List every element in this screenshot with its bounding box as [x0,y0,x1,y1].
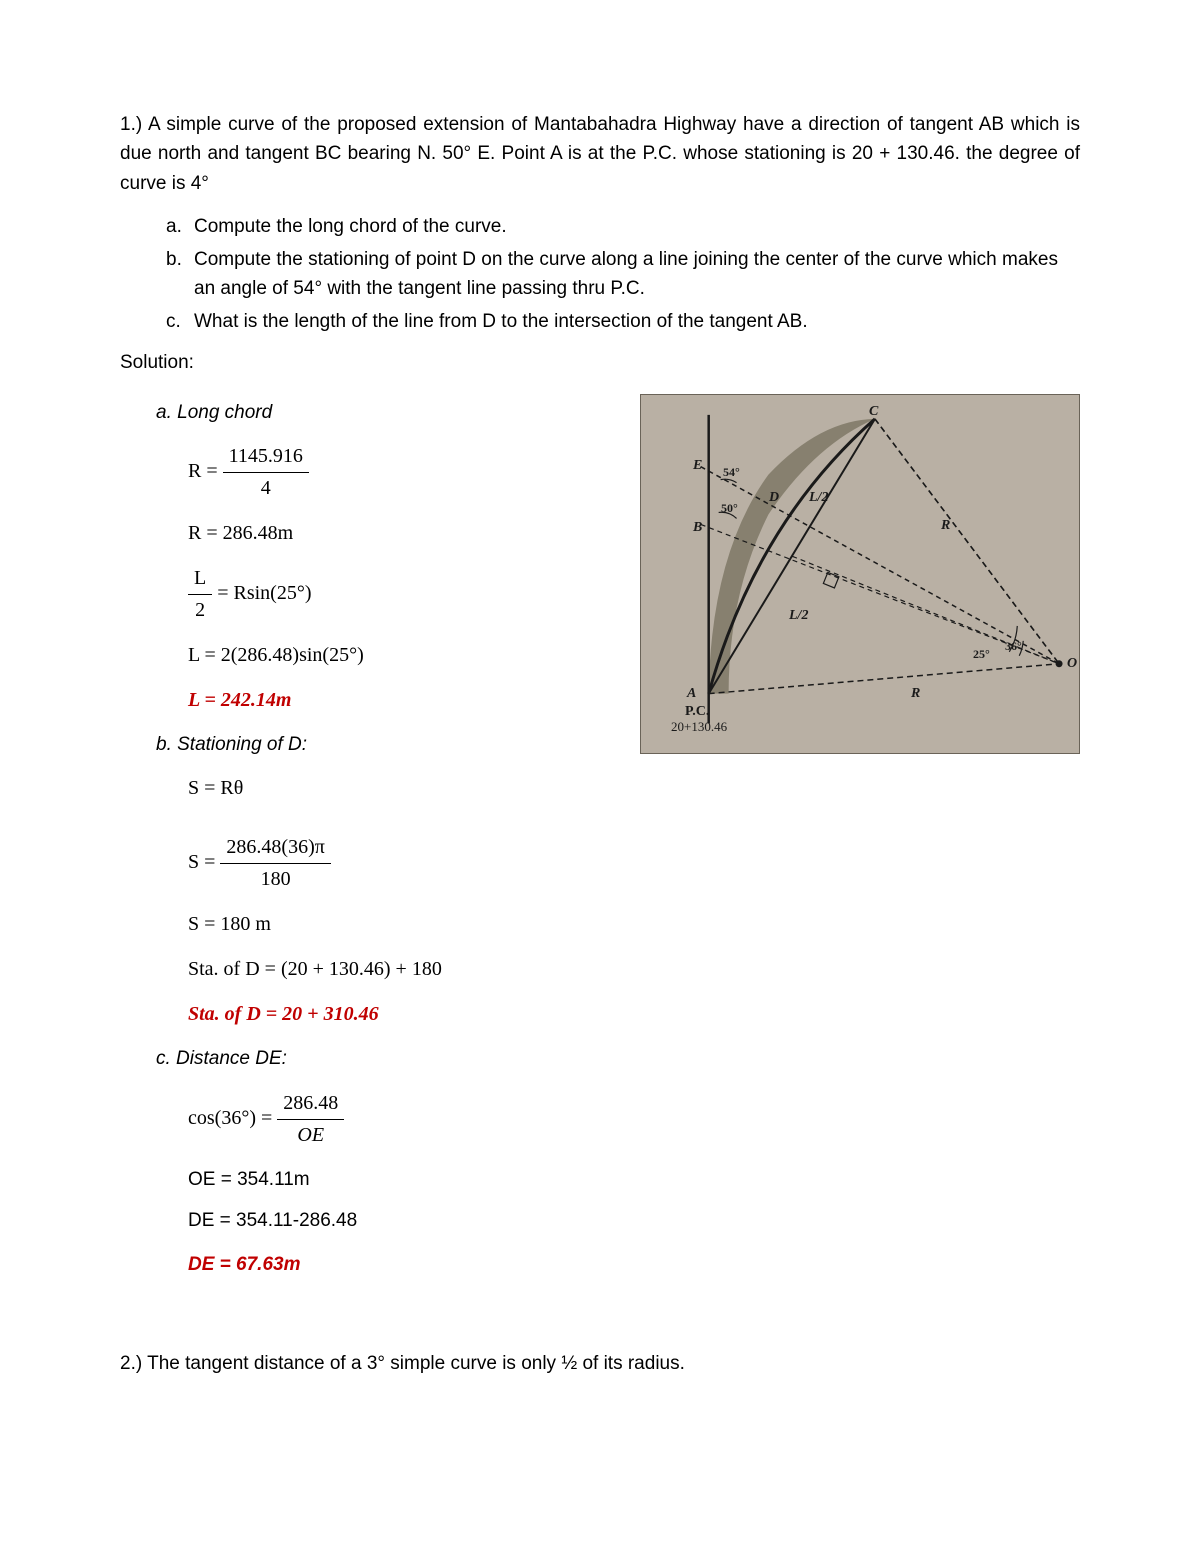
eq-Lhalf: L 2 = Rsin(25°) [188,563,624,626]
part-c-head: c. Distance DE: [156,1044,1080,1073]
label-b: B [693,517,702,539]
radius-ao-line [709,663,1059,693]
part-c: c. What is the length of the line from D… [166,307,1080,336]
frac-num: 286.48(36)π [220,832,330,864]
fraction: 286.48 OE [277,1088,344,1151]
answer-a: L = 242.14m [188,685,624,716]
label-e: E [693,455,702,477]
solution-label: Solution: [120,348,1080,377]
eq-sta-d: Sta. of D = (20 + 130.46) + 180 [188,954,1080,985]
eq-text: R = [188,460,218,482]
fraction: L 2 [188,563,212,626]
problem-2-statement: 2.) The tangent distance of a 3° simple … [120,1349,1080,1378]
eq-S-Rtheta: S = Rθ [188,773,624,804]
part-text: Compute the stationing of point D on the… [194,245,1080,304]
eq-oe: OE = 354.11m [188,1165,1080,1194]
eq-L-expand: L = 2(286.48)sin(25°) [188,640,624,671]
point-o-icon [1056,660,1063,667]
label-station: 20+130.46 [671,717,727,737]
frac-num: 1145.916 [223,441,309,473]
frac-den: OE [277,1120,344,1151]
label-d: D [769,487,779,509]
eq-R-val: R = 286.48m [188,518,624,549]
frac-num: L [188,563,212,595]
eq-R-frac: R = 1145.916 4 [188,441,624,504]
part-letter: a. [166,212,194,241]
label-l2-upper: L/2 [809,487,828,509]
curve-diagram: C E D B A O P.C. 20+130.46 R R L/2 L/2 5… [640,394,1080,754]
answer-c: DE = 67.63m [188,1250,1080,1279]
label-c: C [869,401,878,423]
problem-1-text: A simple curve of the proposed extension… [120,114,1080,194]
part-a: a. Compute the long chord of the curve. [166,212,1080,241]
solution-right-column: C E D B A O P.C. 20+130.46 R R L/2 L/2 5… [640,388,1080,819]
frac-den: 2 [188,595,212,626]
frac-num: 286.48 [277,1088,344,1120]
problem-1-statement: 1.) A simple curve of the proposed exten… [120,110,1080,198]
problem-2-text: The tangent distance of a 3° simple curv… [147,1353,685,1374]
problem-2-number: 2.) [120,1353,142,1374]
label-o: O [1067,653,1077,675]
eq-de: DE = 354.11-286.48 [188,1206,1080,1235]
eq-S-val: S = 180 m [188,909,1080,940]
frac-den: 180 [220,864,330,895]
label-l2-lower: L/2 [789,605,808,627]
solution-columns: a. Long chord R = 1145.916 4 R = 286.48m… [120,388,1080,819]
label-36: 36° [1005,637,1022,656]
problem-1-parts: a. Compute the long chord of the curve. … [120,212,1080,336]
part-b-head: b. Stationing of D: [156,730,624,759]
eq-text: = Rsin(25°) [217,582,311,604]
part-b: b. Compute the stationing of point D on … [166,245,1080,304]
eq-cos36: cos(36°) = 286.48 OE [188,1088,1080,1151]
part-text: What is the length of the line from D to… [194,307,808,336]
part-text: Compute the long chord of the curve. [194,212,507,241]
solution-left-column: a. Long chord R = 1145.916 4 R = 286.48m… [120,388,624,819]
label-r-lower: R [911,683,920,705]
part-a-head: a. Long chord [156,398,624,427]
part-letter: c. [166,307,194,336]
problem-1-number: 1.) [120,114,142,135]
eq-text: S = [188,851,215,873]
part-b-continued: S = 286.48(36)π 180 S = 180 m Sta. of D … [120,832,1080,1279]
diagram-svg [641,395,1079,753]
label-50: 50° [721,499,738,518]
eq-S-frac: S = 286.48(36)π 180 [188,832,1080,895]
frac-den: 4 [223,473,309,504]
label-54: 54° [723,463,740,482]
fraction: 286.48(36)π 180 [220,832,330,895]
eq-text: cos(36°) = [188,1107,272,1129]
part-letter: b. [166,245,194,304]
label-r-upper: R [941,515,950,537]
label-25: 25° [973,645,990,664]
answer-b: Sta. of D = 20 + 310.46 [188,999,1080,1030]
fraction: 1145.916 4 [223,441,309,504]
line-eo [701,466,1059,663]
